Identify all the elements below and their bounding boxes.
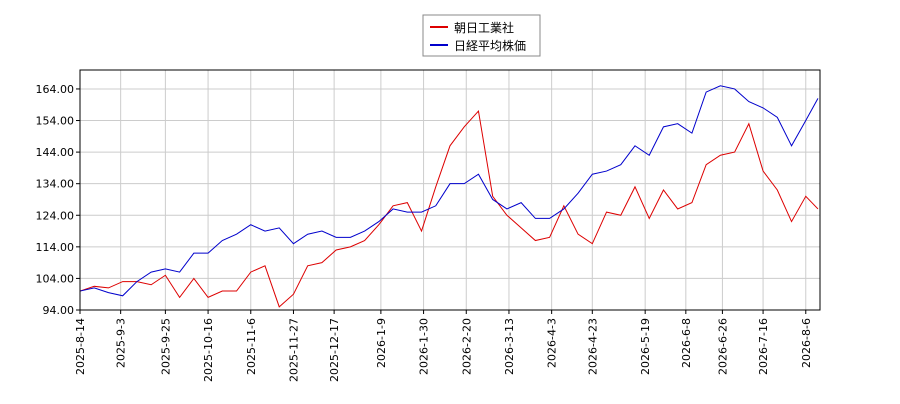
x-tick-label: 2026-2-20: [460, 318, 473, 375]
x-tick-label: 2025-11-27: [287, 318, 300, 382]
x-tick-label: 2025-12-17: [328, 318, 341, 382]
x-tick-label: 2026-5-19: [639, 318, 652, 375]
x-tick-label: 2026-4-23: [586, 318, 599, 375]
legend-label: 朝日工業社: [454, 20, 514, 35]
y-tick-label: 144.00: [36, 146, 75, 159]
y-tick-label: 114.00: [36, 241, 75, 254]
x-tick-label: 2025-9-3: [115, 318, 128, 368]
x-tick-label: 2026-6-8: [680, 318, 693, 368]
y-tick-label: 94.00: [43, 304, 75, 317]
legend-label: 日経平均株価: [454, 38, 526, 53]
y-tick-label: 154.00: [36, 115, 75, 128]
legend-box: [422, 14, 541, 57]
y-tick-label: 104.00: [36, 272, 75, 285]
y-tick-label: 164.00: [36, 83, 75, 96]
series-line: [79, 109, 819, 308]
plot-area: [79, 69, 821, 311]
series-line: [79, 85, 819, 297]
x-tick-label: 2025-8-14: [74, 318, 87, 375]
y-tick-label: 124.00: [36, 209, 75, 222]
x-tick-label: 2026-6-26: [716, 318, 729, 375]
x-tick-label: 2026-8-6: [800, 318, 813, 368]
x-tick-label: 2025-11-6: [245, 318, 258, 375]
x-tick-label: 2025-10-16: [202, 318, 215, 382]
x-tick-label: 2026-3-13: [503, 318, 516, 375]
x-tick-label: 2025-9-25: [159, 318, 172, 375]
x-tick-label: 2026-7-16: [757, 318, 770, 375]
x-tick-label: 2026-1-9: [375, 318, 388, 368]
plot-border: [79, 69, 821, 311]
x-tick-label: 2026-1-30: [418, 318, 431, 375]
y-tick-label: 134.00: [36, 178, 75, 191]
x-tick-label: 2026-4-3: [546, 318, 559, 368]
